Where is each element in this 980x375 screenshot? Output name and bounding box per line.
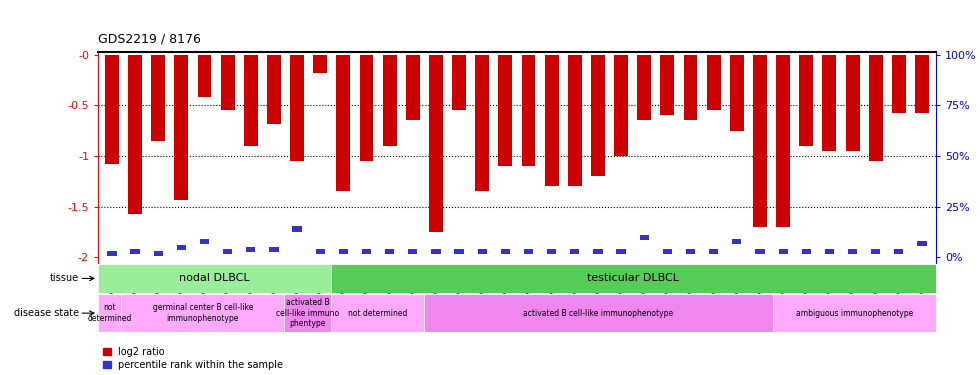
Text: activated B
cell-like immuno
phentype: activated B cell-like immuno phentype [276,298,339,328]
Bar [130,249,140,254]
Bar [499,54,513,166]
Bar [776,54,790,227]
Bar [174,54,188,200]
Bar [892,54,906,113]
Bar [917,241,927,246]
Bar [869,54,883,161]
Bar [336,54,350,192]
Bar [98,264,331,292]
Bar [475,54,489,192]
Bar [822,54,836,151]
Bar [331,264,936,292]
Bar [198,54,212,97]
Bar [408,249,417,254]
Bar [707,54,720,110]
Bar [800,54,813,146]
Text: testicular DLBCL: testicular DLBCL [587,273,679,284]
Bar [773,294,936,332]
Bar [684,54,698,120]
Bar [894,249,904,254]
Bar [455,249,464,254]
Bar [545,54,559,186]
Text: ambiguous immunophenotype: ambiguous immunophenotype [796,309,913,318]
Bar [732,238,742,244]
Bar [591,54,605,176]
Bar [710,249,718,254]
Bar [429,54,443,232]
Bar [270,247,278,252]
Text: germinal center B cell-like
immunophenotype: germinal center B cell-like immunophenot… [153,303,253,323]
Bar [686,249,695,254]
Text: nodal DLBCL: nodal DLBCL [179,273,250,284]
Bar [314,54,327,73]
Text: activated B cell-like immunophenotype: activated B cell-like immunophenotype [523,309,673,318]
Bar [640,235,649,240]
Bar [385,249,394,254]
Bar [292,226,302,231]
Bar [915,54,929,113]
Legend: log2 ratio, percentile rank within the sample: log2 ratio, percentile rank within the s… [103,347,283,370]
Bar [637,54,651,120]
Bar [846,54,859,151]
Bar [284,294,331,332]
Bar [200,238,209,244]
Bar [616,249,626,254]
Bar [151,54,165,141]
Bar [825,249,834,254]
Bar [521,54,535,166]
Bar [756,249,764,254]
Bar [452,54,466,110]
Bar [423,294,773,332]
Bar [244,54,258,146]
Bar [802,249,810,254]
Bar [662,249,672,254]
Bar [501,249,510,254]
Bar [753,54,767,227]
Bar [105,54,119,164]
Text: not
determined: not determined [87,303,132,323]
Bar [778,249,788,254]
Bar [547,249,557,254]
Bar [223,249,232,254]
Bar [316,249,324,254]
Bar [383,54,397,146]
Bar [220,54,234,110]
Bar [246,247,256,252]
Bar [570,249,579,254]
Bar [567,54,582,186]
Bar [730,54,744,130]
Bar [290,54,304,161]
Bar [331,294,424,332]
Bar [362,249,371,254]
Bar [122,294,284,332]
Text: tissue: tissue [50,273,79,284]
Bar [176,245,186,250]
Text: not determined: not determined [348,309,407,318]
Bar [477,249,487,254]
Bar [871,249,880,254]
Bar [267,54,281,123]
Text: GDS2219 / 8176: GDS2219 / 8176 [98,32,201,45]
Bar [339,249,348,254]
Bar [661,54,674,116]
Bar [524,249,533,254]
Bar [431,249,441,254]
Bar [614,54,628,156]
Bar [154,251,163,256]
Bar [128,54,142,214]
Bar [593,249,603,254]
Text: disease state: disease state [15,308,79,318]
Bar [406,54,419,120]
Bar [360,54,373,161]
Bar [848,249,858,254]
Bar [107,251,117,256]
Bar [98,294,122,332]
